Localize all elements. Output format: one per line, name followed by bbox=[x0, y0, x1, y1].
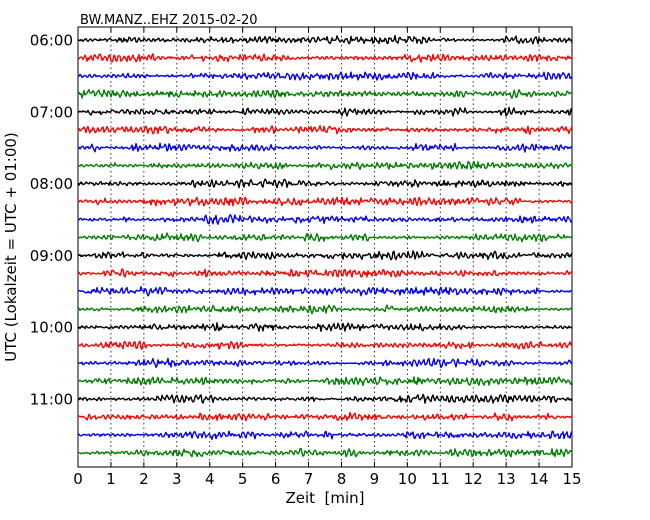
seismic-trace bbox=[77, 376, 573, 387]
x-axis-label: Zeit [min] bbox=[285, 489, 364, 507]
seismic-trace bbox=[77, 447, 573, 458]
x-tick-label: 15 bbox=[562, 470, 581, 488]
seismic-trace bbox=[77, 340, 573, 351]
x-tick-label: 11 bbox=[431, 470, 450, 488]
y-ticks: 06:00 07:00 08:00 09:00 10:00 11:00 bbox=[30, 32, 572, 409]
y-axis-label: UTC (Lokalzeit = UTC + 01:00) bbox=[2, 132, 20, 362]
traces bbox=[77, 34, 573, 458]
seismic-trace bbox=[77, 106, 573, 117]
seismic-trace bbox=[77, 250, 573, 261]
seismic-trace bbox=[77, 34, 573, 45]
seismic-trace bbox=[77, 53, 573, 63]
seismic-trace bbox=[77, 196, 573, 207]
y-tick-label: 09:00 bbox=[30, 247, 73, 265]
seismic-trace bbox=[77, 322, 573, 333]
x-tick-label: 4 bbox=[205, 470, 215, 488]
x-tick-label: 6 bbox=[271, 470, 281, 488]
grid-lines bbox=[110, 27, 540, 467]
seismic-trace bbox=[77, 357, 573, 369]
seismic-trace bbox=[77, 214, 573, 225]
chart-title: BW.MANZ..EHZ 2015-02-20 bbox=[80, 13, 258, 28]
x-tick-label: 2 bbox=[139, 470, 149, 488]
plot-area bbox=[77, 26, 573, 468]
x-tick-label: 10 bbox=[398, 470, 417, 488]
x-tick-label: 14 bbox=[530, 470, 549, 488]
seismic-trace bbox=[77, 304, 573, 315]
seismic-trace bbox=[77, 232, 573, 243]
seismic-trace bbox=[77, 285, 573, 297]
seismic-trace bbox=[77, 142, 573, 153]
seismic-trace bbox=[77, 268, 573, 278]
seismic-trace bbox=[77, 160, 573, 171]
x-tick-label: 13 bbox=[497, 470, 516, 488]
x-tick-label: 1 bbox=[106, 470, 116, 488]
seismic-trace bbox=[77, 393, 573, 404]
x-tick-label: 7 bbox=[304, 470, 314, 488]
seismic-trace bbox=[77, 88, 573, 99]
x-tick-label: 12 bbox=[464, 470, 483, 488]
y-tick-label: 10:00 bbox=[30, 319, 73, 337]
y-tick-label: 11:00 bbox=[30, 391, 73, 409]
x-tick-label: 8 bbox=[337, 470, 347, 488]
x-ticks: 0 1 2 3 4 5 6 7 8 9 10 11 12 13 14 15 bbox=[73, 27, 582, 488]
y-tick-label: 07:00 bbox=[30, 103, 73, 121]
y-tick-label: 06:00 bbox=[30, 32, 73, 50]
seismic-trace bbox=[77, 430, 573, 440]
x-tick-label: 3 bbox=[172, 470, 182, 488]
x-tick-label: 5 bbox=[238, 470, 248, 488]
y-tick-label: 08:00 bbox=[30, 175, 73, 193]
seismic-trace bbox=[77, 178, 573, 189]
x-tick-label: 0 bbox=[73, 470, 83, 488]
x-tick-label: 9 bbox=[370, 470, 380, 488]
seismic-trace bbox=[77, 124, 573, 135]
seismic-trace bbox=[77, 411, 573, 422]
seismic-trace bbox=[77, 71, 573, 81]
